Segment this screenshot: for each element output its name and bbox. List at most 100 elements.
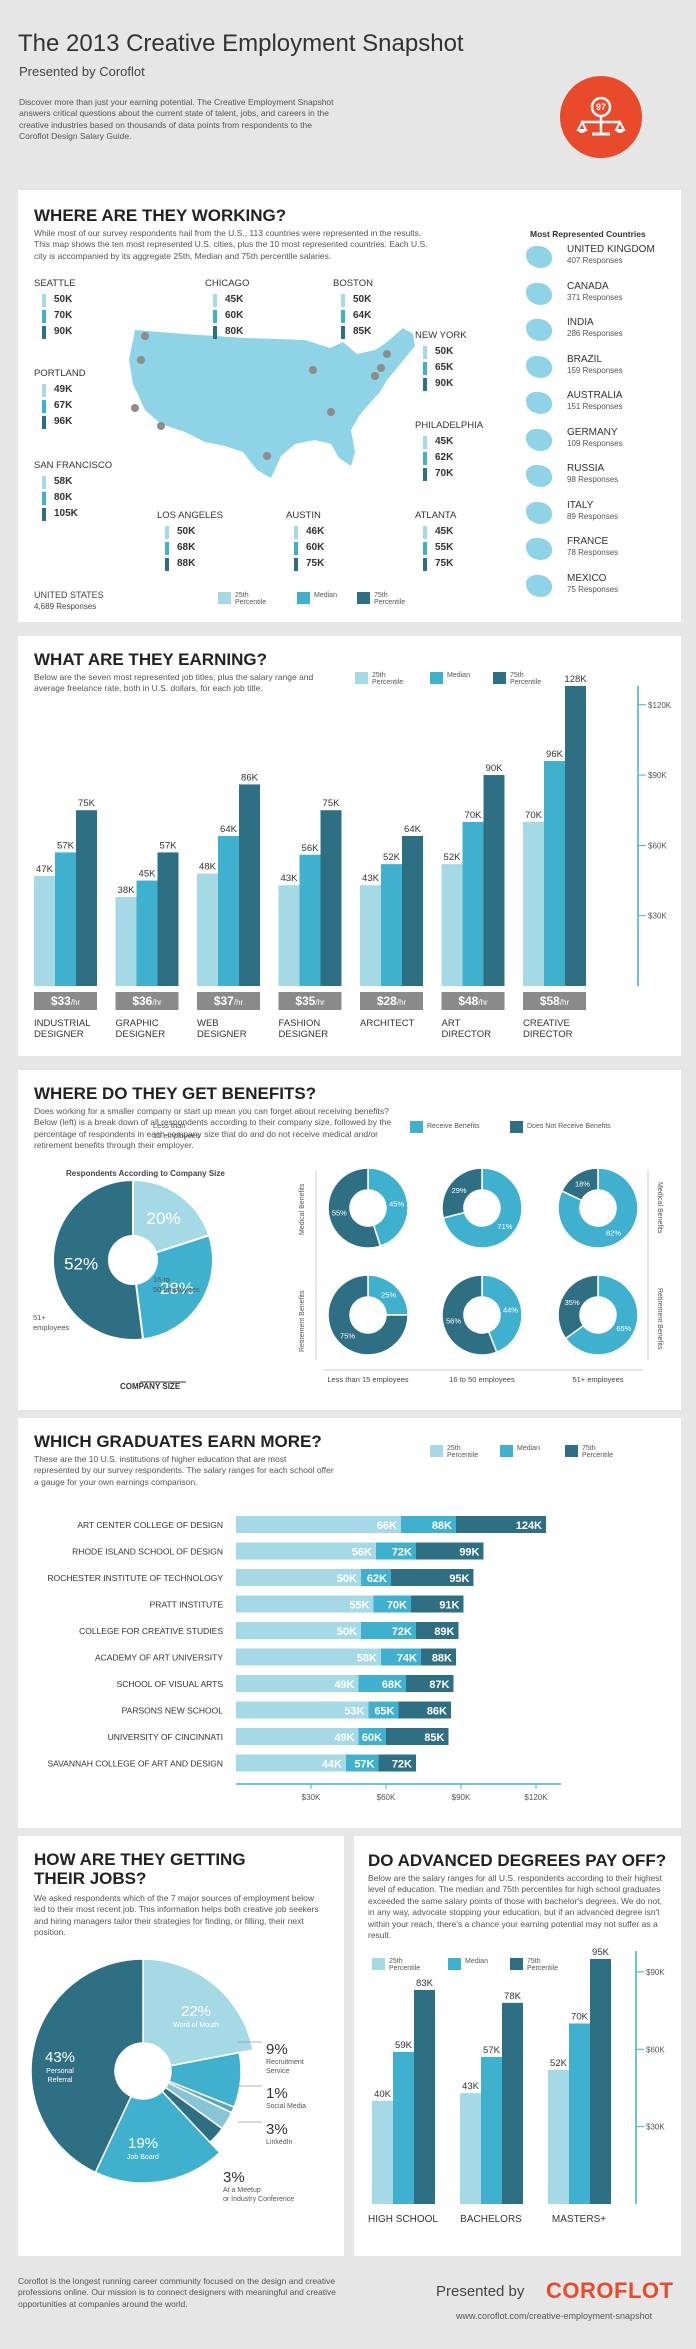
- job-title-label: GRAPHIC: [116, 1018, 159, 1029]
- scale-badge: 97: [560, 76, 642, 158]
- school-bar-label: 87K: [429, 1679, 449, 1691]
- job-source-label: At a Meetup: [223, 2187, 261, 2194]
- earning-legend-25th: 25th Percentile: [355, 672, 406, 686]
- school-label: ART CENTER COLLEGE OF DESIGN: [77, 1520, 223, 1530]
- country-name: CANADA: [567, 280, 609, 292]
- benefit-donut-not-receive: [560, 1167, 599, 1202]
- city-value: 49K: [54, 384, 73, 395]
- job-title-label: DIRECTOR: [442, 1029, 492, 1040]
- job-title-label: ARCHITECT: [360, 1018, 415, 1029]
- x-tick-label: $60K: [377, 1793, 396, 1802]
- city-value: 60K: [225, 310, 244, 321]
- school-bar: [236, 1595, 374, 1613]
- jobs-title: HOW ARE THEY GETTING THEIR JOBS?: [34, 1850, 246, 1888]
- legend-label: Median: [314, 592, 337, 599]
- country-responses: 159 Responses: [567, 365, 623, 375]
- school-bar-label: 86K: [427, 1706, 447, 1718]
- school-bar: [236, 1754, 346, 1772]
- school-label: SCHOOL OF VISUAL ARTS: [117, 1679, 224, 1689]
- legend-label: 25th Percentile: [235, 592, 267, 606]
- city-value-bar: [294, 526, 298, 539]
- school-bar: [236, 1728, 359, 1745]
- graduates-legend-25th: 25th Percentile: [430, 1445, 481, 1459]
- row-label: Retirement Benefits: [299, 1290, 306, 1352]
- earning-bar-label: 48K: [199, 862, 217, 873]
- hourly-rate-box: [360, 992, 423, 1010]
- legend-label: 25th Percentile: [389, 1958, 421, 1972]
- country-name: ITALY: [567, 499, 594, 511]
- city-value-bar: [42, 326, 46, 339]
- country-name: BRAZIL: [567, 353, 603, 365]
- city-dot: [327, 408, 335, 416]
- earning-bar-label: 52K: [444, 852, 462, 863]
- benefit-not-receive-pct: 18%: [575, 1180, 590, 1189]
- city-dot: [157, 422, 165, 430]
- city-value-bar: [42, 400, 46, 413]
- degree-bar: [481, 2057, 502, 2204]
- benefit-receive-pct: 71%: [497, 1222, 512, 1231]
- benefit-donut-not-receive: [441, 1167, 483, 1219]
- school-bar: [236, 1701, 369, 1719]
- page-intro: Discover more than just your earning pot…: [19, 97, 334, 142]
- earning-bar: [278, 885, 300, 986]
- city-name: NEW YORK: [415, 330, 467, 341]
- footer-url[interactable]: www.coroflot.com/creative-employment-sna…: [456, 2311, 653, 2321]
- job-source-label: Personal: [46, 2068, 74, 2075]
- job-source-pct: 1%: [266, 2085, 288, 2102]
- school-label: ROCHESTER INSTITUTE OF TECHNOLOGY: [47, 1573, 223, 1583]
- earning-bar-label: 52K: [383, 852, 401, 863]
- x-tick-label: $90K: [452, 1793, 471, 1802]
- earning-bar-label: 90K: [486, 763, 504, 774]
- city-value-bar: [42, 310, 46, 323]
- city-value: 88K: [177, 558, 196, 569]
- city-value: 45K: [225, 294, 244, 305]
- earning-bar-label: 96K: [546, 749, 564, 760]
- company-size-label: Less than: [153, 1121, 186, 1130]
- earning-bar: [483, 775, 505, 986]
- city-name: PHILADELPHIA: [415, 420, 484, 431]
- country-responses: 151 Responses: [567, 402, 623, 411]
- working-legend-25th: 25th Percentile: [218, 592, 269, 606]
- company-size-label: 50 employees: [153, 1285, 200, 1294]
- city-value: 75K: [435, 558, 454, 569]
- school-bar-label: 49K: [334, 1732, 354, 1744]
- job-source-slice: [30, 1958, 144, 2174]
- city-value-bar: [423, 558, 427, 571]
- working-legend-75th: 75th Percentile: [357, 592, 408, 606]
- company-size-pct: 20%: [147, 1209, 181, 1228]
- graduates-chart: ART CENTER COLLEGE OF DESIGN 66K 88K 124K RH…: [47, 1516, 561, 1802]
- earning-bar: [136, 880, 158, 986]
- degree-bar: [460, 2093, 481, 2204]
- job-title-label: ART: [442, 1018, 461, 1029]
- graduates-legend-75th: 75th Percentile: [565, 1445, 616, 1459]
- city-value: 55K: [435, 542, 454, 553]
- city-value: 80K: [54, 492, 73, 503]
- city-value-bar: [423, 542, 427, 555]
- hourly-suffix: /hr: [560, 998, 570, 1007]
- country-name: MEXICO: [567, 572, 607, 584]
- country-responses: 407 Responses: [567, 256, 623, 265]
- legend-label: Median: [465, 1958, 488, 1965]
- degree-bar: [414, 1989, 435, 2204]
- city-dots: [131, 332, 391, 460]
- hourly-suffix: /hr: [478, 998, 488, 1007]
- earning-bar: [381, 864, 402, 986]
- city-value-bar: [165, 526, 169, 539]
- earning-bar-label: 70K: [465, 810, 483, 821]
- column-label: 51+ employees: [572, 1375, 623, 1384]
- benefit-receive-pct: 25%: [381, 1290, 396, 1299]
- country-name: AUSTRALIA: [567, 390, 623, 401]
- school-bar-label: 99K: [459, 1547, 479, 1559]
- earning-bar-label: 64K: [404, 824, 422, 835]
- hourly-rate-box: [34, 992, 97, 1010]
- earning-bar: [157, 852, 179, 986]
- degree-bar: [548, 2069, 569, 2204]
- city-value-bar: [423, 452, 427, 465]
- earning-title: WHAT ARE THEY EARNING?: [34, 650, 267, 669]
- hourly-rate-box: [523, 992, 586, 1010]
- hourly-suffix: /hr: [71, 998, 81, 1007]
- job-source-label: Word of Mouth: [173, 2022, 219, 2029]
- city-value: 46K: [306, 526, 325, 537]
- earning-bar: [115, 896, 137, 986]
- country-map-icon: [526, 428, 552, 451]
